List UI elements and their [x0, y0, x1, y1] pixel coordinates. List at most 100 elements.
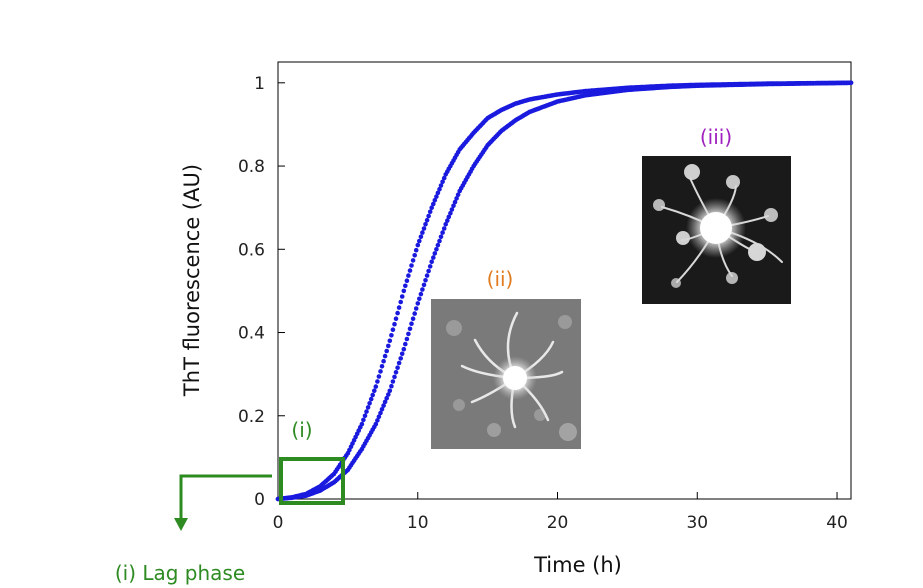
data-point — [429, 205, 435, 210]
data-point — [373, 421, 379, 427]
x-tick-label: 0 — [273, 513, 284, 533]
data-point — [393, 316, 399, 322]
data-point — [455, 192, 461, 197]
data-point — [423, 278, 428, 283]
data-point — [445, 218, 450, 223]
y-tick-label: 1 — [254, 74, 265, 94]
data-point — [382, 399, 388, 405]
data-point — [412, 253, 418, 258]
data-point — [373, 384, 379, 389]
x-tick-label: 40 — [826, 513, 848, 533]
y-axis-title: ThT fluorescence (AU) — [180, 164, 204, 397]
data-point — [415, 242, 421, 248]
data-point — [389, 383, 394, 389]
lag-phase-arrowhead — [174, 518, 188, 531]
data-point — [398, 356, 404, 361]
data-point — [407, 268, 413, 273]
data-point — [848, 80, 854, 86]
data-point — [384, 395, 390, 401]
data-point — [413, 306, 419, 311]
data-point — [406, 273, 411, 278]
data-point — [409, 263, 414, 268]
data-point — [395, 310, 400, 316]
data-point — [393, 370, 399, 375]
data-point — [431, 201, 436, 207]
data-point — [387, 388, 393, 394]
plot-frame — [277, 61, 852, 500]
data-point — [378, 369, 383, 374]
data-point — [440, 230, 445, 235]
data-point — [384, 348, 390, 354]
data-point — [432, 251, 438, 256]
data-point — [359, 421, 365, 427]
data-point — [427, 209, 433, 215]
data-point — [440, 179, 445, 185]
data-point — [410, 258, 416, 263]
data-point — [421, 282, 427, 288]
data-point — [406, 331, 411, 337]
x-tick-label: 10 — [407, 513, 429, 533]
data-point — [441, 226, 447, 231]
data-point — [367, 401, 372, 406]
data-point — [417, 296, 422, 302]
data-point — [454, 196, 459, 201]
data-point — [404, 336, 410, 342]
data-point — [427, 264, 433, 269]
data-point — [424, 217, 430, 223]
data-point — [403, 341, 408, 347]
data-point — [409, 321, 414, 327]
data-point — [372, 388, 377, 394]
data-point — [426, 213, 431, 219]
data-point — [449, 207, 455, 212]
data-point — [364, 409, 369, 414]
data-point — [387, 338, 393, 344]
data-point — [401, 288, 407, 294]
data-point — [381, 358, 386, 364]
lag-phase-box — [279, 457, 345, 505]
data-point — [398, 299, 404, 305]
data-point — [441, 175, 447, 181]
data-point — [401, 346, 407, 352]
lag-phase-label: (i) Lag phase — [115, 561, 245, 585]
data-point — [438, 183, 444, 188]
data-point — [418, 234, 424, 240]
data-point — [386, 343, 391, 349]
data-point — [415, 301, 421, 306]
data-point — [376, 374, 382, 379]
data-series-2 — [275, 80, 854, 502]
x-axis-title: Time (h) — [533, 553, 622, 577]
data-point — [448, 210, 453, 216]
data-point — [389, 333, 394, 338]
data-point — [413, 247, 419, 253]
y-tick-label: 0.4 — [238, 324, 265, 344]
data-point — [418, 291, 424, 297]
y-tick-label: 0.8 — [238, 157, 265, 177]
data-point — [446, 214, 452, 220]
data-point — [382, 353, 388, 359]
data-point — [375, 379, 380, 384]
data-point — [390, 379, 396, 384]
data-point — [412, 311, 418, 316]
data-point — [395, 365, 400, 371]
data-point — [420, 230, 425, 235]
data-point — [407, 326, 413, 332]
data-point — [434, 247, 439, 252]
data-point — [452, 199, 458, 205]
data-point — [365, 405, 371, 410]
data-point — [420, 287, 425, 292]
data-point — [390, 327, 396, 333]
data-point — [429, 259, 435, 265]
data-point — [386, 392, 391, 397]
data-point — [376, 414, 382, 420]
y-tick-label: 0.6 — [238, 240, 265, 260]
data-point — [392, 374, 397, 380]
micrograph-ii-image — [431, 299, 581, 449]
data-point — [403, 283, 408, 289]
data-point — [399, 351, 405, 357]
data-point — [426, 268, 431, 274]
x-tick-label: 30 — [686, 513, 708, 533]
data-point — [399, 294, 405, 299]
x-axis: 0 10 20 30 40 — [273, 492, 848, 533]
y-tick-label: 0 — [254, 490, 265, 510]
